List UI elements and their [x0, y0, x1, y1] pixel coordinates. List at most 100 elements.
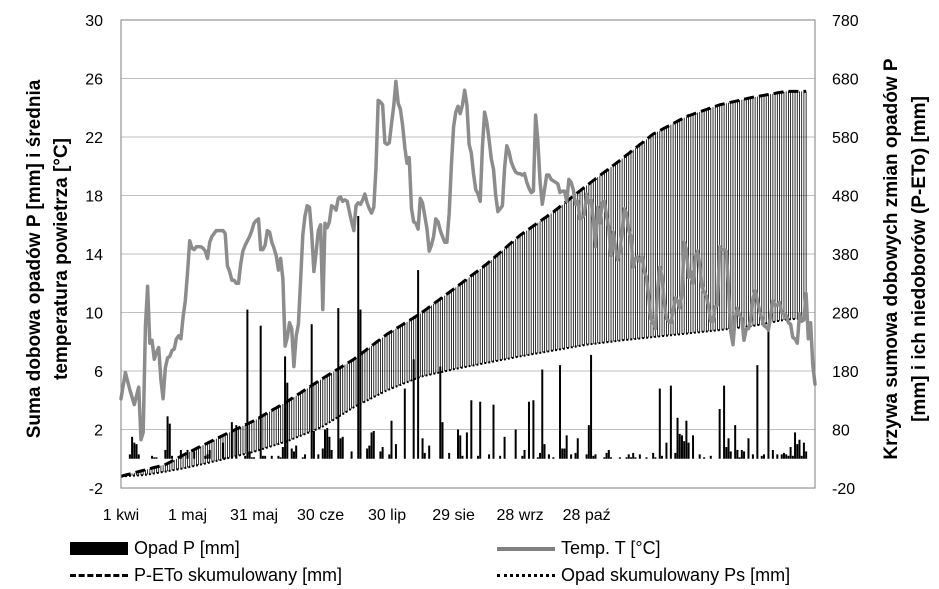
precip-bar	[439, 366, 442, 459]
precip-bar	[479, 401, 482, 459]
cumulative-curves	[120, 89, 807, 478]
precip-bar	[652, 452, 655, 459]
y-left-tick-5: 18	[85, 189, 103, 206]
precip-bar	[751, 454, 754, 459]
precip-bar	[286, 382, 289, 459]
precip-bar	[570, 454, 573, 459]
precip-bar	[133, 442, 136, 459]
precip-bar	[270, 455, 273, 459]
precip-bar	[592, 455, 595, 459]
precip-bar	[366, 448, 369, 459]
precip-bar	[323, 429, 326, 459]
x-tick-3: 30 cze	[297, 507, 344, 524]
precip-bar	[760, 455, 763, 459]
precip-bar	[514, 429, 517, 459]
precip-bar	[381, 447, 384, 459]
y-left-axis-label-line1: Suma dobowa opadów P [mm] i średnia	[24, 79, 45, 438]
y-left-tick-2: 6	[94, 364, 103, 381]
precip-bar	[244, 455, 247, 459]
precip-bar	[503, 436, 506, 459]
precip-bar	[805, 451, 808, 459]
precip-bar	[292, 451, 295, 459]
precip-bar	[802, 442, 805, 459]
precip-bar	[654, 457, 657, 459]
precip-bar	[698, 454, 701, 459]
legend-swatch-peto	[70, 574, 128, 577]
precip-bar	[603, 457, 606, 459]
precip-bar	[541, 369, 544, 459]
precip-bar	[168, 423, 171, 459]
precip-bar	[794, 432, 797, 459]
precip-bar	[632, 452, 635, 459]
precip-bar	[539, 452, 542, 459]
precip-bar	[261, 455, 264, 459]
precip-bar	[756, 365, 759, 459]
precip-bar	[421, 438, 424, 459]
x-tick-7: 28 paź	[563, 507, 611, 524]
precip-bar	[246, 309, 249, 459]
precip-bar	[131, 436, 134, 459]
precip-bar	[587, 425, 590, 459]
temperature-line-group	[119, 79, 817, 442]
precip-bar	[206, 454, 209, 459]
precip-bar	[186, 449, 189, 459]
legend-item-peto: P-ETo skumulowany [mm]	[70, 565, 342, 586]
precip-bar	[676, 417, 679, 459]
y-left-tick-6: 22	[85, 130, 103, 147]
precip-bar	[259, 325, 262, 459]
precip-bar	[685, 420, 688, 459]
precip-bar	[594, 454, 597, 459]
precip-bar	[771, 449, 774, 459]
precip-bar	[321, 448, 324, 459]
precip-bar	[629, 457, 632, 459]
precip-bar	[625, 457, 628, 459]
precip-bar	[135, 444, 138, 459]
precip-bar	[543, 444, 546, 459]
precip-bar	[796, 444, 799, 459]
precip-bar	[780, 454, 783, 459]
precip-bar	[277, 455, 280, 459]
precip-bar	[610, 457, 613, 459]
y-right-tick-7: 680	[832, 72, 859, 89]
precip-bar	[465, 432, 468, 459]
precip-bar	[703, 457, 706, 459]
precip-bar	[221, 442, 224, 459]
opad-cumulative-line	[120, 317, 807, 478]
y-right-axis-label-line2: [mm] i ich niedoborów (P-ETo) [mm]	[909, 96, 930, 422]
precip-bar	[441, 422, 444, 459]
precip-bar	[372, 430, 375, 459]
precip-bar	[423, 452, 426, 459]
precip-bar	[661, 455, 664, 459]
x-tick-4: 30 lip	[368, 507, 406, 524]
precip-bar	[574, 452, 577, 459]
precip-bar	[394, 444, 397, 459]
precip-bar	[634, 457, 637, 459]
precip-bar	[736, 449, 739, 459]
precip-bar	[683, 441, 686, 459]
precip-bar	[412, 359, 415, 459]
precip-bar	[563, 448, 566, 459]
precip-bar	[295, 445, 298, 459]
precip-bar	[230, 422, 233, 459]
precip-bar	[785, 454, 788, 459]
precip-bar	[170, 455, 173, 459]
precip-bar	[155, 457, 158, 459]
precip-bar	[618, 457, 621, 459]
precip-bar	[476, 455, 479, 459]
precip-bar	[492, 404, 495, 459]
precip-bar	[723, 385, 726, 459]
precip-bar	[561, 448, 564, 459]
precip-bar	[326, 428, 329, 459]
precip-bar	[789, 447, 792, 459]
precip-bar	[304, 454, 307, 459]
precip-bar	[678, 433, 681, 459]
precip-bar	[153, 457, 156, 459]
y-right-axis-label-line1: Krzywa sumowa dobowych zmian opadów P	[881, 58, 902, 459]
precip-bar	[208, 449, 211, 459]
y-right-tick-5: 480	[832, 189, 859, 206]
y-right-tick-3: 280	[832, 306, 859, 323]
precip-bar	[264, 455, 267, 459]
precip-bar	[576, 438, 579, 459]
legend-label-ps: Opad skumulowany Ps [mm]	[561, 565, 791, 585]
